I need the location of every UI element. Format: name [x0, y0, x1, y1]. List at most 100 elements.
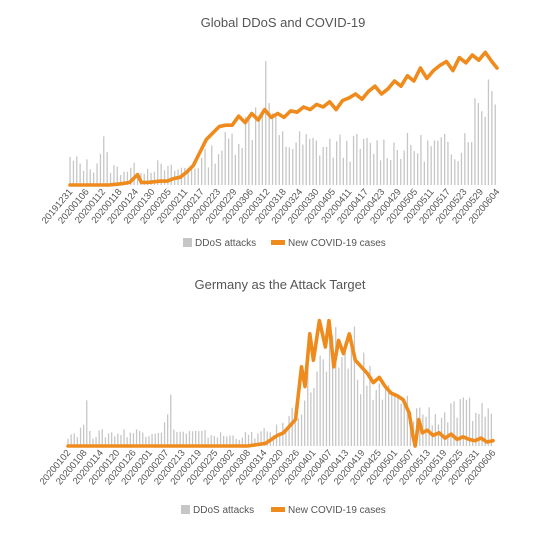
- bar-ddos: [103, 136, 105, 185]
- bar-ddos: [130, 167, 132, 185]
- bar-ddos: [297, 418, 299, 446]
- bar-ddos: [217, 154, 220, 185]
- bar-ddos: [151, 433, 153, 446]
- bar-ddos: [190, 168, 193, 185]
- bar-ddos: [428, 407, 430, 446]
- bar-ddos: [417, 153, 419, 185]
- bar-ddos: [338, 367, 340, 446]
- bar-ddos: [187, 168, 189, 185]
- bar-ddos: [107, 433, 110, 446]
- bar-ddos: [437, 140, 439, 185]
- bar-ddos: [322, 147, 324, 185]
- bar-ddos: [347, 368, 349, 446]
- bar-ddos: [298, 131, 301, 185]
- bar-ddos: [487, 79, 490, 185]
- bar-ddos: [111, 432, 113, 446]
- bar-ddos: [465, 399, 468, 446]
- bar-ddos: [260, 431, 262, 446]
- bar-ddos: [464, 133, 466, 185]
- bar-ddos: [305, 134, 307, 185]
- bar-ddos: [223, 436, 225, 446]
- bars-ddos-global: [69, 61, 496, 185]
- bar-ddos: [145, 436, 147, 446]
- chart-title: Germany as the Attack Target: [194, 277, 365, 292]
- bar-ddos: [433, 140, 436, 185]
- bar-ddos: [232, 435, 234, 446]
- bar-ddos: [325, 147, 328, 185]
- bar-ddos: [456, 417, 458, 446]
- bar-ddos: [261, 115, 263, 185]
- bar-ddos: [474, 98, 476, 185]
- bar-ddos: [444, 412, 446, 446]
- bar-ddos: [114, 436, 116, 446]
- bar-ddos: [400, 158, 402, 185]
- bar-ddos: [272, 435, 275, 446]
- bar-ddos: [109, 173, 112, 185]
- bar-ddos: [248, 117, 250, 185]
- bar-ddos: [423, 161, 425, 185]
- bar-ddos: [167, 414, 169, 446]
- bar-ddos: [341, 357, 343, 446]
- bar-ddos: [434, 414, 436, 446]
- bar-ddos: [294, 412, 296, 446]
- bar-ddos: [163, 422, 166, 446]
- bar-ddos: [413, 151, 415, 185]
- bar-ddos: [484, 416, 486, 446]
- bar-ddos: [366, 385, 368, 446]
- chart-global: Global DDoS and COVID-19 201912312020010…: [40, 15, 503, 249]
- bar-ddos: [101, 429, 103, 446]
- line-covid: [66, 318, 495, 448]
- bar-ddos: [188, 430, 191, 446]
- bar-ddos: [472, 421, 474, 446]
- legend-label-covid: New COVID-19 cases: [288, 238, 386, 249]
- bar-ddos: [494, 104, 496, 185]
- bar-ddos: [86, 159, 88, 185]
- bar-ddos: [96, 163, 98, 185]
- bar-ddos: [76, 156, 78, 185]
- bar-ddos: [373, 153, 375, 185]
- bar-ddos: [363, 352, 365, 446]
- bar-ddos: [143, 173, 145, 185]
- bar-ddos: [148, 436, 150, 446]
- bar-ddos: [329, 138, 331, 185]
- bar-ddos: [157, 160, 159, 185]
- bar-ddos: [154, 433, 156, 446]
- bar-ddos: [328, 334, 331, 446]
- bar-ddos: [70, 434, 72, 446]
- bar-ddos: [153, 171, 156, 185]
- bar-ddos: [201, 157, 203, 185]
- bar-ddos: [251, 431, 253, 446]
- bar-ddos: [332, 335, 334, 446]
- bar-ddos: [363, 138, 365, 185]
- bar-ddos: [319, 355, 321, 446]
- bar-ddos: [335, 327, 337, 446]
- legend-swatch-ddos: [183, 238, 192, 247]
- legend: DDoS attacks New COVID-19 cases: [183, 238, 386, 249]
- bar-ddos: [420, 134, 422, 185]
- bar-ddos: [344, 342, 346, 446]
- bar-ddos: [393, 142, 395, 185]
- bar-ddos: [346, 140, 348, 185]
- bar-ddos: [487, 408, 489, 446]
- bar-ddos: [353, 326, 356, 446]
- bar-ddos: [386, 158, 388, 185]
- bar-ddos: [214, 163, 216, 185]
- bar-ddos: [72, 160, 75, 185]
- bar-ddos: [116, 166, 118, 185]
- bar-ddos: [224, 132, 226, 185]
- bar-ddos: [167, 165, 169, 185]
- bar-ddos: [430, 146, 432, 185]
- bar-ddos: [342, 157, 344, 185]
- chart-germany: Germany as the Attack Target 20200102202…: [38, 277, 499, 516]
- bar-ddos: [139, 431, 141, 446]
- series-covid-germany: [66, 318, 495, 448]
- bar-ddos: [160, 432, 163, 446]
- bar-ddos: [369, 142, 371, 185]
- bar-ddos: [228, 138, 230, 185]
- bar-ddos: [467, 142, 469, 185]
- bar-ddos: [360, 394, 362, 446]
- bar-ddos: [447, 141, 449, 185]
- bar-ddos: [285, 431, 287, 446]
- bar-ddos: [257, 433, 259, 446]
- bar-ddos: [238, 144, 240, 185]
